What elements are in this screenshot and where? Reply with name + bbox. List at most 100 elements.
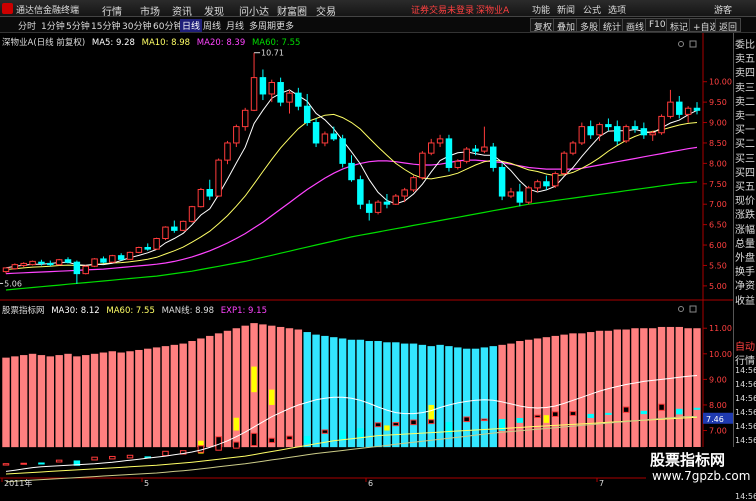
candle-body — [587, 126, 594, 136]
sub-current-value: 7.46 — [706, 415, 724, 424]
quote-side-panel: 委比 卖五 卖四 卖三 卖二 卖一 买一 买二 买三 买四 买五 现价 涨跌 涨幅 总量 外盘 换手 净资 收益 自动… — [733, 33, 756, 501]
menu-item-options[interactable]: 选项 — [608, 6, 627, 16]
sub-candle — [587, 413, 594, 418]
side-tick-item: 14:56 — [735, 408, 756, 417]
sub-candle — [162, 450, 169, 457]
candle-body — [596, 124, 603, 136]
menu-item-formula[interactable]: 公式 — [583, 6, 602, 16]
candle-body — [2, 267, 10, 273]
period-30min[interactable]: 30分钟 — [122, 22, 152, 32]
candle-body — [312, 122, 320, 144]
candle-body — [622, 126, 630, 142]
sub-bar — [675, 326, 684, 448]
menu-item-newsfeed[interactable]: 新闻 — [557, 6, 576, 16]
candle-body — [481, 146, 488, 152]
period-1min[interactable]: 1分钟 — [41, 22, 65, 32]
side-tick-item: 行情 — [735, 356, 755, 367]
menu-item-discover[interactable]: 发现 — [204, 7, 224, 18]
candle-body — [206, 189, 214, 197]
sub-bar — [232, 328, 241, 448]
candle-body — [640, 128, 648, 136]
sub-bar — [99, 352, 108, 448]
side-item: 换手 — [735, 267, 755, 279]
period-timeshare[interactable]: 分时 — [18, 22, 37, 32]
side-item: 涨跌 — [735, 210, 755, 222]
candle-body — [365, 203, 373, 213]
menu-item-market[interactable]: 市场 — [140, 7, 160, 18]
sub-bar — [507, 343, 515, 448]
kline-chart[interactable]: 10.00 9.50 9.00 8.50 8.00 7.50 7.00 6.50 6.00 5.5… — [0, 0, 756, 487]
menu-item-news[interactable]: 资讯 — [172, 7, 192, 18]
sub-candle — [481, 418, 488, 422]
candle-body — [179, 220, 187, 231]
sub-candle — [109, 455, 116, 460]
period-multi[interactable]: 多周期 — [249, 22, 277, 32]
period-daily[interactable]: 日线 — [180, 19, 203, 32]
sub-bar — [73, 356, 81, 448]
app-name: 通达信金融终端 — [16, 6, 80, 16]
sub-max-icon — [689, 305, 697, 313]
side-item: 买四 — [735, 167, 755, 179]
sub-bar — [560, 334, 568, 448]
candle-body — [11, 264, 19, 270]
sub-bar — [108, 351, 117, 448]
price-axis-label: 9.50 — [709, 98, 727, 107]
side-item: 现价 — [735, 196, 755, 208]
sub-candle — [250, 432, 258, 447]
candle-body — [552, 173, 559, 187]
candle-body — [516, 191, 524, 203]
back-button[interactable]: 返回 — [715, 18, 742, 33]
sub-signal-bar — [251, 366, 257, 393]
candle-body — [534, 181, 541, 189]
ma60-sub-label: MA60: 7.55 — [106, 306, 155, 316]
sub-bar — [586, 332, 595, 448]
login-warning[interactable]: 证券交易未登录 — [411, 6, 475, 16]
period-more[interactable]: 更多 — [276, 22, 295, 32]
period-5min[interactable]: 5分钟 — [66, 22, 90, 32]
menu-item-assistant[interactable]: 问小达 — [239, 7, 269, 18]
candle-body — [419, 152, 426, 179]
sub-title[interactable]: 股票指标网 — [2, 306, 45, 316]
sub-candle — [410, 419, 417, 426]
period-15min[interactable]: 15分钟 — [91, 22, 121, 32]
menu-item-quotes[interactable]: 行情 — [102, 7, 122, 18]
menu-item-fortune[interactable]: 财富圈 — [277, 7, 307, 18]
candle-body — [392, 195, 400, 205]
side-item: 收益 — [735, 295, 755, 307]
menu-item-functions[interactable]: 功能 — [532, 6, 551, 16]
side-item: 买一 — [735, 125, 755, 137]
candle-body — [224, 142, 231, 161]
period-60min[interactable]: 60分钟 — [153, 22, 183, 32]
menu-item-trade[interactable]: 交易 — [316, 7, 336, 18]
candle-body — [126, 251, 134, 260]
period-weekly[interactable]: 周线 — [203, 22, 222, 32]
sub-candle — [516, 418, 524, 423]
sub-bar — [126, 351, 134, 448]
candle-body — [233, 126, 240, 144]
sub-bar — [418, 344, 427, 448]
sub-candle — [374, 422, 382, 428]
candle-body — [427, 142, 435, 154]
side-item: 卖五 — [735, 54, 755, 66]
date-axis-label: 6 — [368, 479, 373, 487]
candle-body — [47, 262, 54, 266]
candle-body — [29, 260, 36, 266]
candle-body — [684, 107, 692, 115]
sub-bar — [409, 343, 418, 448]
side-item: 委比 — [735, 40, 755, 51]
side-item: 买二 — [735, 139, 755, 151]
candle-body — [569, 142, 577, 154]
sub-bar — [241, 325, 249, 448]
sub-bar — [427, 346, 435, 448]
period-monthly[interactable]: 月线 — [226, 22, 245, 32]
sub-axis-label: 7.00 — [709, 427, 727, 436]
mark-button[interactable]: 标记 — [666, 18, 693, 33]
side-item: 卖三 — [735, 82, 755, 94]
title-bar: 通达信金融终端 行情 市场 资讯 发现 问小达 财富圈 交易 证券交易未登录 深… — [0, 0, 756, 18]
menu-item-guest[interactable]: 游客 — [714, 6, 733, 16]
candle-body — [605, 124, 612, 128]
sub-legend: 股票指标网 MA30: 8.12 MA60: 7.55 MAN线: 8.98 E… — [2, 304, 267, 316]
candle-body — [410, 177, 417, 191]
candle-body — [507, 191, 515, 197]
sub-bar — [37, 355, 46, 448]
